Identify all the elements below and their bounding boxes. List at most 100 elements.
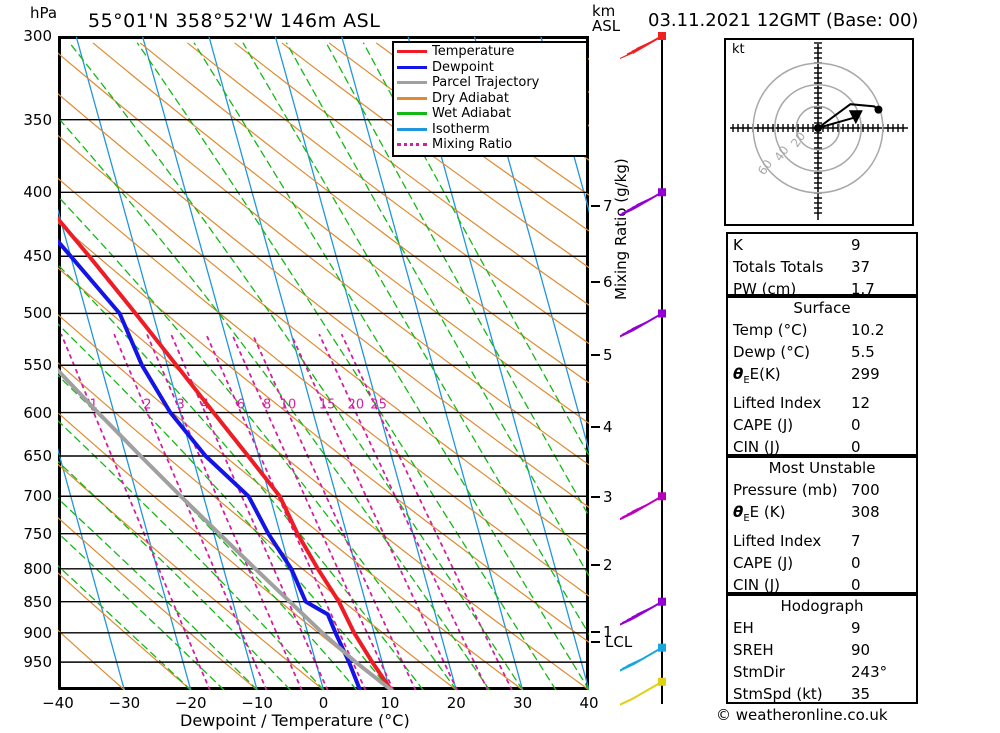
pressure-tick-label: 450 <box>23 247 52 266</box>
legend-label: Wet Adiabat <box>432 106 512 122</box>
lcl-label: LCL <box>605 632 633 651</box>
dry-adiabat-line <box>187 42 589 345</box>
pressure-tick-label: 800 <box>23 559 52 578</box>
pressure-tick-label: 750 <box>23 524 52 543</box>
surface-key: θEE(K) <box>733 365 781 386</box>
legend-swatch <box>397 112 427 116</box>
most-unstable-key: Lifted Index <box>733 532 822 550</box>
lcl-tick-mark <box>591 640 600 643</box>
surface-row: CIN (J) 0 <box>728 436 916 458</box>
surface-key: Temp (°C) <box>733 321 808 339</box>
height-tick-label: 1 <box>603 623 613 641</box>
index-row: PW (cm) 1.7 <box>728 278 916 300</box>
surface-panel: Surface Temp (°C) 10.2 Dewp (°C) 5.5 θEE(K) 29… <box>726 296 918 456</box>
hodograph-ring <box>774 84 862 172</box>
most-unstable-value: 0 <box>851 554 861 572</box>
mixing-ratio-value-label: 10 <box>280 398 297 413</box>
hodograph-ring <box>752 62 884 194</box>
index-key: K <box>733 236 743 254</box>
most-unstable-key: CIN (J) <box>733 576 781 594</box>
most-unstable-key: θEE (K) <box>733 503 786 524</box>
surface-row: Lifted Index 12 <box>728 392 916 414</box>
temperature-tick-label: −20 <box>174 694 207 712</box>
surface-value: 12 <box>851 394 871 412</box>
index-value: 37 <box>851 258 871 276</box>
height-axis-unit-label: km ASL <box>592 2 621 35</box>
hodo-stat-value: 35 <box>851 685 871 703</box>
index-value: 9 <box>851 236 861 254</box>
surface-row: CAPE (J) 0 <box>728 414 916 436</box>
wet-adiabat-line <box>58 264 424 690</box>
height-tick-label: 6 <box>603 272 613 291</box>
mixing-ratio-value-label: 20 <box>348 398 365 413</box>
height-tick-label: 3 <box>603 488 613 507</box>
pressure-axis-unit-label: hPa <box>30 4 58 22</box>
legend-label: Dewpoint <box>432 59 494 75</box>
wet-adiabat-line <box>58 497 258 690</box>
temperature-tick-label: 30 <box>513 694 533 712</box>
mixing-ratio-line <box>251 333 417 690</box>
temperature-tick-label: 0 <box>318 694 329 712</box>
storm-motion-vector <box>817 116 857 129</box>
dry-adiabat-line <box>58 517 258 690</box>
legend-swatch <box>397 65 427 69</box>
height-tick-mark <box>591 564 600 567</box>
pressure-tick-label: 550 <box>23 356 52 375</box>
dry-adiabat-line <box>58 134 589 552</box>
surface-title: Surface <box>793 299 851 317</box>
wet-adiabat-line <box>58 195 457 690</box>
dry-adiabat-line <box>58 221 589 644</box>
branding-text: © weatheronline.co.uk <box>716 706 888 724</box>
most-unstable-panel: Most Unstable Pressure (mb) 700 θEE (K) 308 L… <box>726 456 918 594</box>
mixing-ratio-value-label: 1 <box>90 398 98 413</box>
barb-985 <box>620 677 666 706</box>
dry-adiabat-line <box>92 42 589 425</box>
pressure-tick-label: 400 <box>23 183 52 202</box>
wet-adiabat-line <box>193 42 589 690</box>
height-tick-mark <box>591 631 600 633</box>
wet-adiabat-line <box>242 42 589 636</box>
legend-item-isotherm: Isotherm <box>397 122 583 138</box>
pressure-tick-label: 900 <box>23 623 52 642</box>
height-tick-label: 7 <box>603 197 613 216</box>
legend-item-temperature: Temperature <box>397 44 583 60</box>
legend-swatch <box>397 127 427 131</box>
parcel-trajectory-curve <box>58 367 394 690</box>
most-unstable-value: 7 <box>851 532 861 550</box>
height-tick-label: 4 <box>603 418 613 437</box>
temperature-tick-label: −30 <box>108 694 141 712</box>
hodograph-top-marker <box>874 105 883 114</box>
dry-adiabat-line <box>58 267 589 690</box>
forecast-date-title: 03.11.2021 12GMT (Base: 00) <box>648 10 919 31</box>
pressure-tick-label: 700 <box>23 487 52 506</box>
page-title: 55°01'N 358°52'W 146m ASL <box>88 10 381 32</box>
legend-label: Isotherm <box>432 121 490 137</box>
hodo-stat-key: SREH <box>733 641 774 659</box>
hodo-stat-key: EH <box>733 619 754 637</box>
surface-key: CAPE (J) <box>733 416 794 434</box>
surface-value: 10.2 <box>851 321 885 339</box>
surface-row: Dewp (°C) 5.5 <box>728 341 916 363</box>
isotherm-line <box>274 36 457 690</box>
hodo-stat-key: StmSpd (kt) <box>733 685 823 703</box>
mixing-ratio-value-label: 25 <box>370 398 387 413</box>
wind-barb-column <box>620 32 666 706</box>
legend-label: Temperature <box>432 44 515 60</box>
hodo-stat-value: 9 <box>851 619 861 637</box>
most-unstable-key: Pressure (mb) <box>733 481 838 499</box>
most-unstable-row: CAPE (J) 0 <box>728 552 916 574</box>
temperature-curve <box>58 215 394 690</box>
indices-panel: K 9 Totals Totals 37 PW (cm) 1.7 <box>726 232 918 298</box>
temperature-tick-label: 10 <box>380 694 400 712</box>
pressure-tick-label: 650 <box>23 446 52 465</box>
wet-adiabat-line <box>58 532 225 690</box>
chart-legend: Temperature Dewpoint Parcel Trajectory Dry … <box>392 41 588 157</box>
isotherm-line <box>75 36 258 690</box>
wet-adiabat-line <box>58 374 358 690</box>
wet-adiabat-line <box>58 564 192 690</box>
wet-adiabat-line <box>362 42 589 457</box>
hodograph-panel[interactable] <box>724 38 914 226</box>
dewpoint-curve <box>58 238 362 690</box>
legend-label: Parcel Trajectory <box>432 75 540 91</box>
